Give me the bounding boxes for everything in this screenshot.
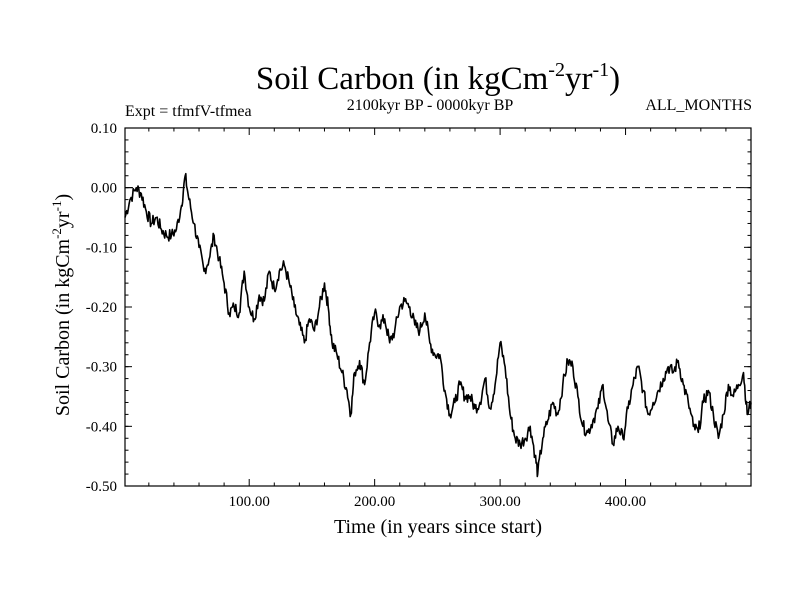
x-axis-label: Time (in years since start)	[334, 516, 542, 538]
plot-frame	[124, 127, 752, 487]
series-line-soil-carbon	[124, 172, 752, 478]
x-tick-label: 300.00	[479, 494, 520, 510]
y-tick-label: 0.00	[91, 181, 117, 197]
x-tick-label: 400.00	[605, 494, 646, 510]
y-tick-label: -0.50	[86, 479, 117, 495]
x-tick-label: 100.00	[229, 494, 270, 510]
y-axis-label: Soil Carbon (in kgCm-2yr-1)	[49, 194, 74, 416]
y-tick-label: -0.40	[86, 419, 117, 435]
experiment-label: Expt = tfmfV-tfmea	[125, 103, 252, 120]
time-range-label: 2100kyr BP - 0000kyr BP	[347, 97, 514, 114]
y-tick-label: 0.10	[91, 121, 117, 137]
y-tick-label: -0.10	[86, 240, 117, 256]
y-tick-label: -0.30	[86, 360, 117, 376]
months-label: ALL_MONTHS	[645, 97, 752, 114]
series-layer	[124, 172, 752, 478]
y-tick-label: -0.20	[86, 300, 117, 316]
chart-title: Soil Carbon (in kgCm-2yr-1)	[256, 59, 620, 97]
y-axis-label-group: Soil Carbon (in kgCm-2yr-1)	[49, 194, 74, 416]
x-tick-label: 200.00	[354, 494, 395, 510]
